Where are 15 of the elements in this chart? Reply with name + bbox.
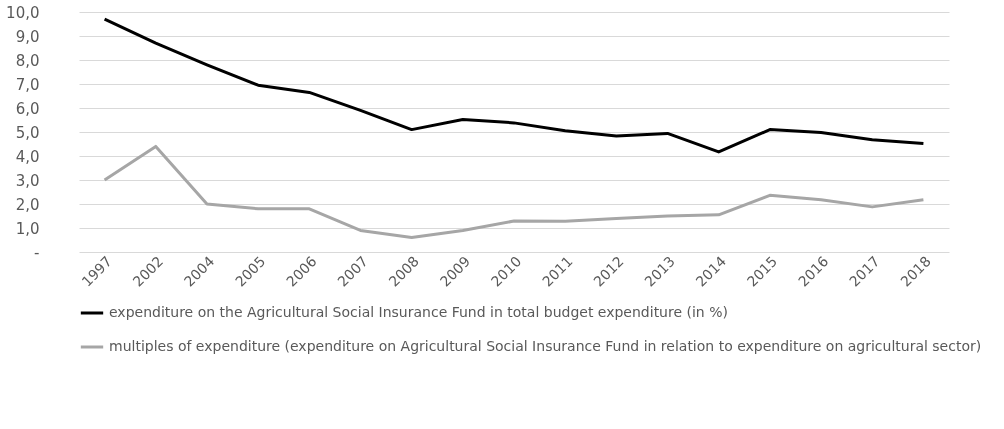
legend-label: expenditure on the Agricultural Social Insurance Fund in total budget expenditure (in %) (109, 304, 728, 320)
y-tick-label: 4,0 (15, 147, 40, 166)
line-series (103, 144, 925, 240)
y-tick-label: 3,0 (15, 171, 40, 190)
y-tick-label: 10,0 (6, 3, 40, 22)
legend-label: multiples of expenditure (expenditure on Agricultural Social Insurance Fund in relation to expenditure on agricultural sector) (109, 338, 982, 354)
y-tick-label: 8,0 (15, 51, 40, 70)
y-tick-label: 1,0 (15, 219, 40, 238)
y-tick-label: 5,0 (15, 123, 40, 142)
y-tick-label: - (34, 243, 40, 262)
line-series (103, 17, 925, 154)
y-tick-label: 6,0 (15, 99, 40, 118)
y-tick-label: 7,0 (15, 75, 40, 94)
y-tick-label: 2,0 (15, 195, 40, 214)
y-tick-label: 9,0 (15, 27, 40, 46)
